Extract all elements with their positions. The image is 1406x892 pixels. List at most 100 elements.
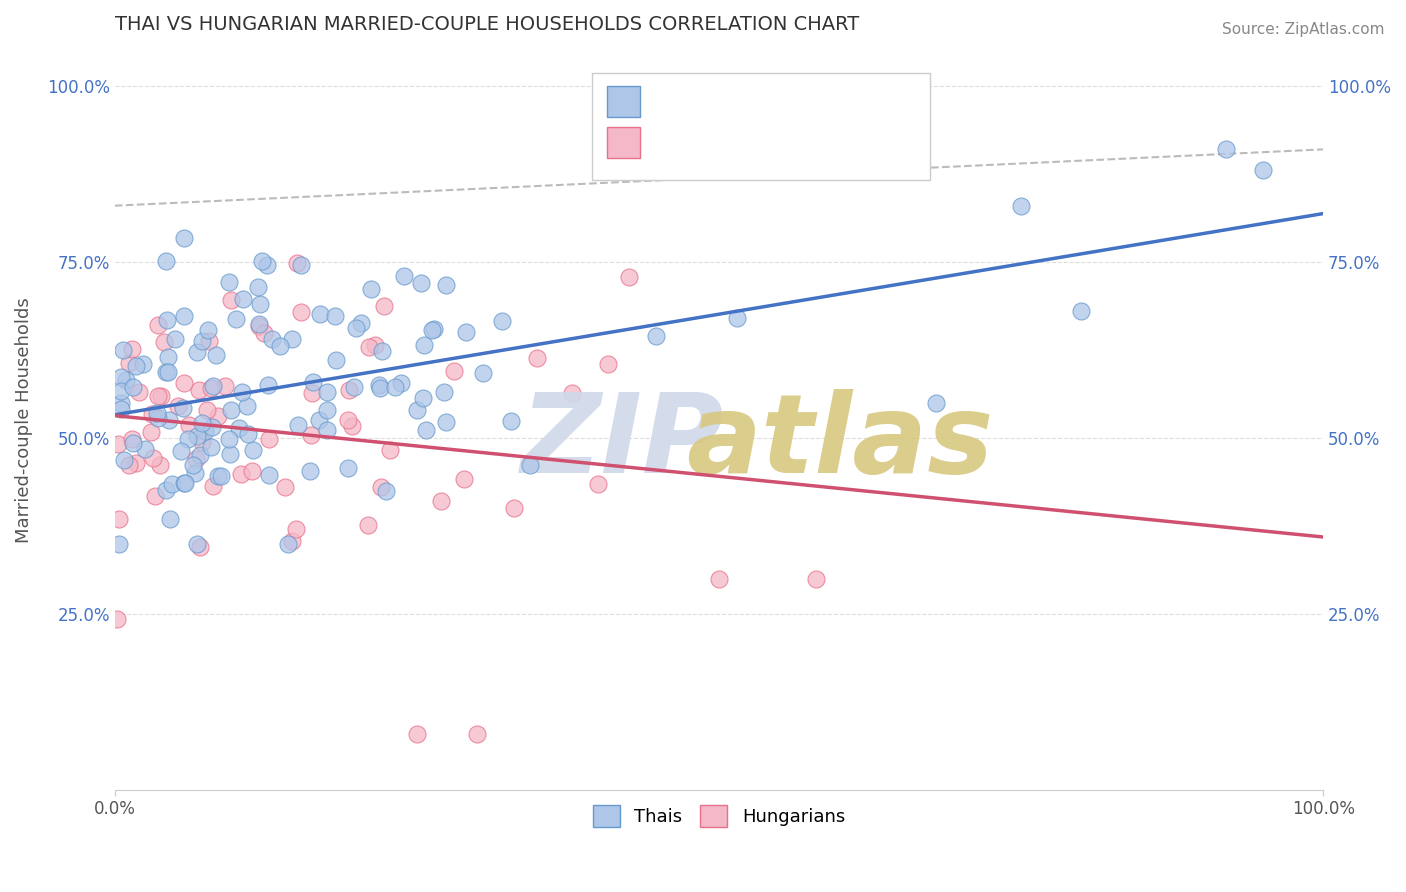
Point <box>323 309 346 323</box>
Point <box>368 377 391 392</box>
Point <box>350 316 373 330</box>
Point <box>707 572 730 586</box>
FancyBboxPatch shape <box>606 87 640 118</box>
Point <box>262 332 284 346</box>
Point <box>375 483 398 498</box>
Point <box>177 432 200 446</box>
Point <box>247 318 270 333</box>
Point <box>561 386 583 401</box>
Point <box>360 282 382 296</box>
Point <box>287 417 309 432</box>
Point <box>186 344 208 359</box>
Point <box>173 309 195 323</box>
Point <box>269 339 291 353</box>
Point <box>191 334 214 348</box>
Point <box>170 443 193 458</box>
FancyBboxPatch shape <box>606 127 640 158</box>
Point <box>167 399 190 413</box>
Point <box>228 421 250 435</box>
Point <box>299 464 322 478</box>
Text: Source: ZipAtlas.com: Source: ZipAtlas.com <box>1222 22 1385 37</box>
Point <box>499 414 522 428</box>
Point <box>472 366 495 380</box>
Point <box>145 407 167 421</box>
Point <box>186 536 208 550</box>
Point <box>198 334 221 348</box>
Point <box>218 275 240 289</box>
Point <box>430 494 453 508</box>
Point <box>240 464 263 478</box>
Point <box>1215 142 1237 156</box>
Point <box>257 468 280 483</box>
Point <box>112 452 135 467</box>
Point <box>214 379 236 393</box>
Point <box>277 536 299 550</box>
Point <box>285 523 308 537</box>
Point <box>219 403 242 417</box>
Point <box>188 448 211 462</box>
Point <box>389 376 412 390</box>
Point <box>118 356 141 370</box>
Point <box>207 469 229 483</box>
Point <box>619 270 641 285</box>
Point <box>302 375 325 389</box>
Point <box>290 258 312 272</box>
Point <box>201 420 224 434</box>
Point <box>250 253 273 268</box>
Point <box>299 428 322 442</box>
Point <box>184 451 207 466</box>
Point <box>364 338 387 352</box>
Point <box>149 458 172 472</box>
Point <box>405 726 427 740</box>
Point <box>392 268 415 283</box>
Point <box>194 424 217 438</box>
Point <box>368 380 391 394</box>
Point <box>229 467 252 482</box>
Point <box>359 340 381 354</box>
Point <box>152 335 174 350</box>
Point <box>586 477 609 491</box>
FancyBboxPatch shape <box>592 73 931 180</box>
Point <box>128 385 150 400</box>
Point <box>434 277 457 292</box>
Point <box>316 403 339 417</box>
Point <box>155 312 177 326</box>
Point <box>925 396 948 410</box>
Legend: Thais, Hungarians: Thais, Hungarians <box>583 797 855 837</box>
Point <box>423 321 446 335</box>
Point <box>406 403 429 417</box>
Point <box>209 468 232 483</box>
Point <box>200 440 222 454</box>
Text: THAI VS HUNGARIAN MARRIED-COUPLE HOUSEHOLDS CORRELATION CHART: THAI VS HUNGARIAN MARRIED-COUPLE HOUSEHO… <box>115 15 859 34</box>
Point <box>173 231 195 245</box>
Point <box>172 401 194 415</box>
Point <box>191 417 214 431</box>
Point <box>231 384 253 399</box>
Point <box>236 426 259 441</box>
Point <box>181 458 204 472</box>
Point <box>195 402 218 417</box>
Point <box>434 415 457 429</box>
Point <box>105 612 128 626</box>
Point <box>197 323 219 337</box>
Point <box>202 379 225 393</box>
Point <box>157 350 180 364</box>
Point <box>143 489 166 503</box>
Point <box>191 435 214 450</box>
Point <box>218 446 240 460</box>
Point <box>121 342 143 356</box>
Text: ZIP: ZIP <box>520 389 724 496</box>
Point <box>257 378 280 392</box>
Point <box>491 314 513 328</box>
Point <box>149 389 172 403</box>
Point <box>526 351 548 365</box>
Point <box>112 343 135 358</box>
Point <box>204 348 226 362</box>
Point <box>519 458 541 472</box>
Point <box>384 380 406 394</box>
Point <box>207 409 229 423</box>
Point <box>453 472 475 486</box>
Point <box>162 477 184 491</box>
Point <box>337 383 360 397</box>
Point <box>308 307 330 321</box>
